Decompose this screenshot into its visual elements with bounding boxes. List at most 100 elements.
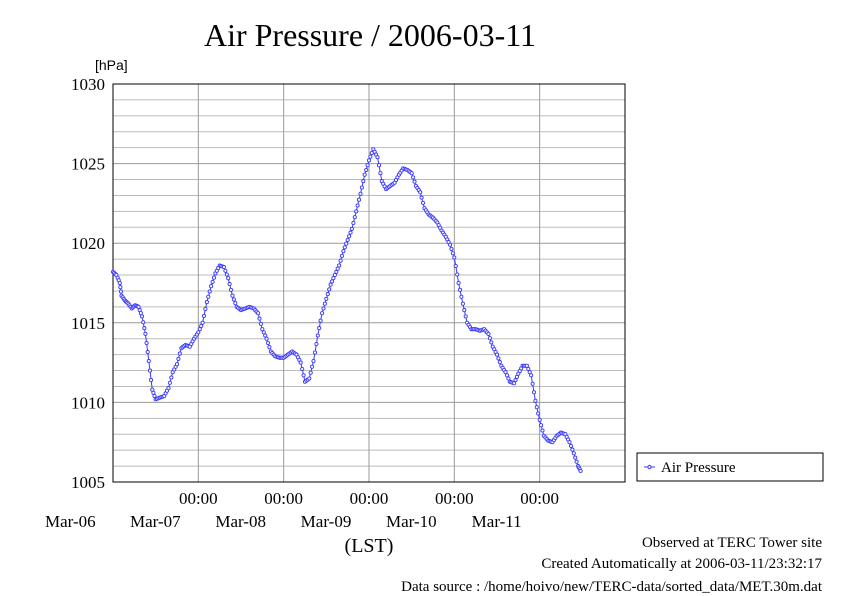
data-point <box>376 163 382 168</box>
x-tick-time-label: 00:00 <box>520 489 559 508</box>
data-point <box>335 266 340 271</box>
data-point <box>256 311 261 316</box>
data-point <box>200 320 205 325</box>
data-point <box>167 380 172 385</box>
data-point <box>460 301 465 306</box>
data-point <box>318 318 323 323</box>
x-tick-time-label: 00:00 <box>350 489 389 508</box>
data-point <box>359 185 364 190</box>
data-point <box>199 323 204 329</box>
data-point <box>573 455 578 460</box>
data-point <box>419 195 424 200</box>
data-point <box>375 155 380 160</box>
data-point <box>378 171 383 176</box>
data-point <box>226 276 231 281</box>
data-point <box>320 311 325 316</box>
y-tick-label: 1020 <box>71 234 105 253</box>
data-point <box>231 297 236 302</box>
data-point <box>512 381 517 386</box>
data-point <box>138 311 143 316</box>
data-point <box>312 350 318 355</box>
data-point <box>348 230 353 235</box>
data-point <box>227 282 232 287</box>
data-point <box>311 358 316 364</box>
x-tick-date-label: Mar-08 <box>215 512 266 531</box>
data-point <box>448 242 453 247</box>
data-point <box>338 258 343 263</box>
data-point <box>351 220 356 226</box>
data-point <box>143 331 148 336</box>
grid-lines <box>113 84 625 482</box>
data-point <box>329 279 335 284</box>
y-tick-label: 1010 <box>71 393 105 412</box>
data-point <box>142 326 147 331</box>
x-axis-label: (LST) <box>345 535 394 557</box>
data-point <box>204 300 209 305</box>
data-point <box>118 285 123 290</box>
data-point <box>263 333 268 338</box>
data-point <box>514 374 519 379</box>
series-line <box>112 148 582 472</box>
data-point <box>342 245 347 250</box>
data-point <box>365 163 370 168</box>
data-point <box>489 340 494 345</box>
data-point <box>356 197 362 202</box>
x-tick-date-label: Mar-07 <box>130 512 181 531</box>
data-point <box>527 370 532 375</box>
data-point <box>345 237 350 243</box>
data-point <box>298 360 303 365</box>
y-tick-labels: 1005 1010 1015 1020 1025 1030 <box>71 75 105 492</box>
data-point <box>450 251 455 256</box>
data-point <box>210 279 215 284</box>
data-point <box>151 390 156 395</box>
data-point <box>325 292 330 297</box>
data-point <box>459 294 464 299</box>
data-point <box>352 215 357 220</box>
data-point <box>349 226 354 231</box>
legend-label: Air Pressure <box>661 460 736 476</box>
data-point <box>531 390 537 395</box>
y-tick-label: 1015 <box>71 314 105 333</box>
data-point <box>317 326 322 331</box>
y-tick-label: 1030 <box>71 75 105 94</box>
data-point <box>139 314 145 319</box>
y-unit-label: [hPa] <box>95 57 128 73</box>
data-point <box>307 376 312 381</box>
data-point <box>146 358 151 364</box>
plot-frame <box>112 83 626 483</box>
data-point <box>118 289 124 294</box>
data-point <box>261 330 266 335</box>
data-point <box>209 284 214 289</box>
data-point <box>457 287 463 292</box>
data-point <box>176 356 181 361</box>
data-point <box>567 440 572 445</box>
x-tick-labels: 00:00 Mar-07 00:00 Mar-08 00:00 Mar-09 00:00 Ma… <box>45 489 559 531</box>
data-point <box>411 175 416 180</box>
data-point <box>314 341 319 347</box>
data-point <box>453 263 458 269</box>
data-point <box>368 154 373 159</box>
data-point <box>211 275 217 280</box>
data-point <box>301 373 306 378</box>
legend: Air Pressure <box>636 452 824 482</box>
data-point <box>496 356 501 361</box>
data-point <box>341 249 346 254</box>
data-point <box>571 451 576 456</box>
data-point <box>327 287 332 292</box>
data-point <box>233 301 238 306</box>
data-point <box>145 349 150 355</box>
data-point <box>117 280 122 286</box>
data-point <box>362 172 367 177</box>
data-point <box>267 345 272 350</box>
data-point <box>449 246 454 252</box>
footer-created: Created Automatically at 2006-03-11/23:3… <box>541 556 822 572</box>
data-point <box>487 336 492 341</box>
data-point <box>533 398 538 403</box>
y-tick-label: 1005 <box>71 473 105 492</box>
data-point <box>536 411 541 416</box>
data-point <box>230 293 235 298</box>
data-point <box>354 209 359 214</box>
x-tick-date-label: Mar-09 <box>301 512 352 531</box>
data-point <box>207 289 212 294</box>
data-point <box>513 378 518 383</box>
